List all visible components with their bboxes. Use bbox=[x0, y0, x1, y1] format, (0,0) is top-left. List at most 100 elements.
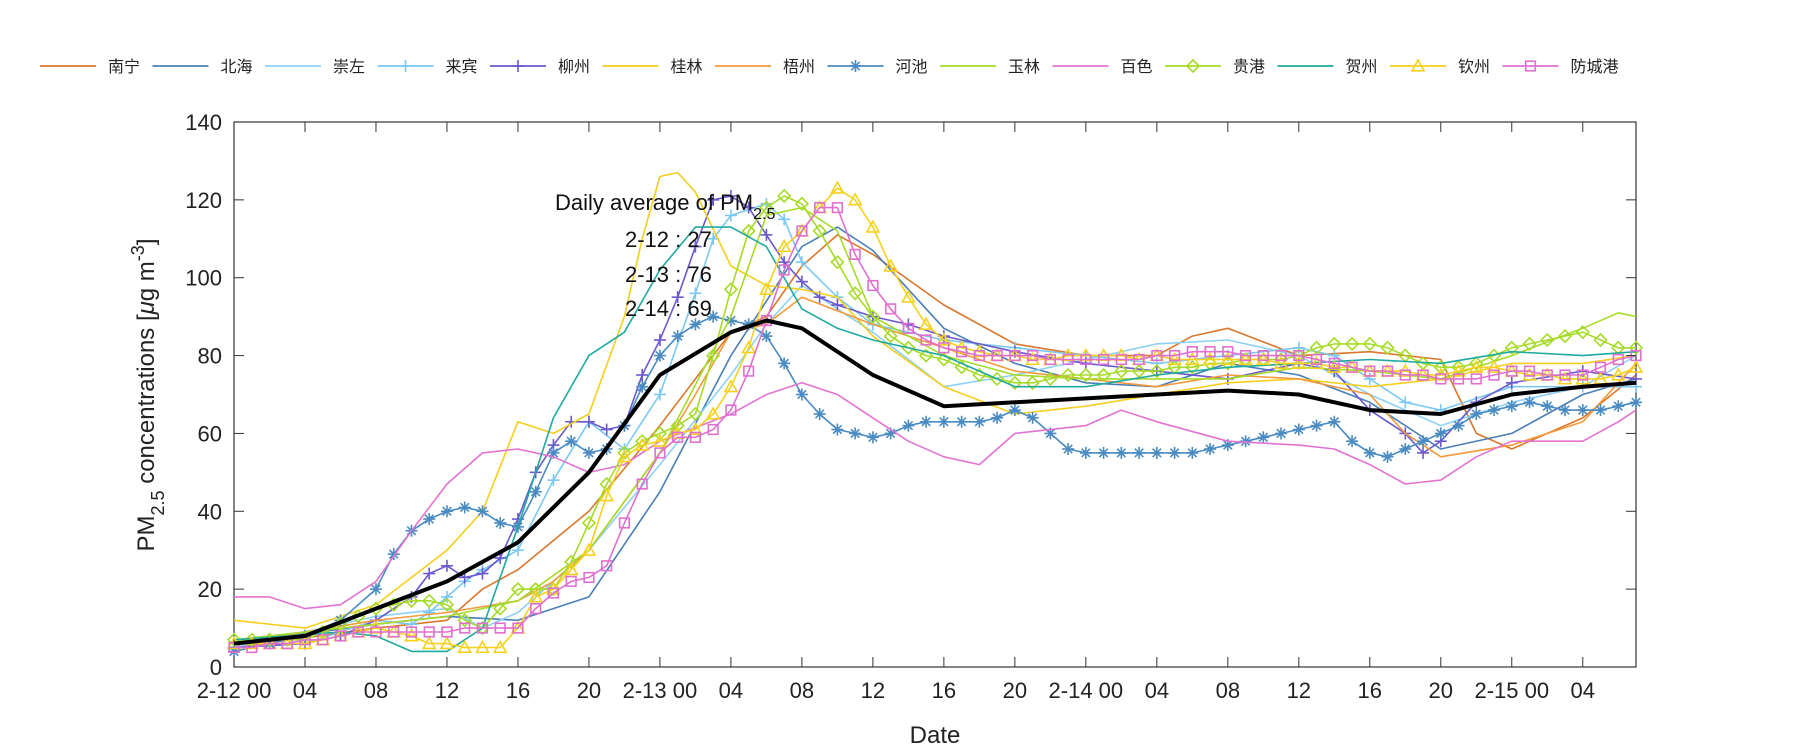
data-point bbox=[1025, 351, 1040, 366]
data-point bbox=[1239, 349, 1252, 362]
data-point bbox=[1310, 353, 1323, 366]
series-line bbox=[234, 206, 1637, 649]
data-point bbox=[1433, 360, 1448, 375]
data-point bbox=[1575, 325, 1590, 340]
data-point bbox=[1275, 427, 1288, 440]
data-point bbox=[1628, 359, 1644, 373]
data-point bbox=[902, 322, 914, 334]
data-point bbox=[707, 310, 720, 323]
data-point bbox=[795, 275, 808, 288]
y-tick-label: 120 bbox=[185, 188, 222, 213]
data-point bbox=[494, 516, 507, 529]
data-point bbox=[297, 635, 313, 650]
data-point bbox=[1452, 419, 1465, 432]
data-point bbox=[1027, 349, 1039, 362]
data-point bbox=[814, 202, 826, 214]
data-point bbox=[582, 415, 595, 428]
data-point bbox=[1380, 340, 1395, 355]
x-tick-label: 08 bbox=[790, 678, 814, 703]
data-point bbox=[1220, 351, 1236, 366]
data-point bbox=[423, 606, 436, 619]
data-point bbox=[918, 348, 934, 363]
data-point bbox=[723, 282, 739, 297]
data-point bbox=[795, 388, 808, 401]
x-tick-label: 08 bbox=[364, 678, 388, 703]
data-point bbox=[529, 485, 542, 498]
data-point bbox=[528, 589, 544, 603]
data-point bbox=[1008, 404, 1021, 417]
legend-label: 贵港 bbox=[1233, 57, 1265, 76]
legend-label: 防城港 bbox=[1571, 57, 1619, 76]
data-point bbox=[440, 590, 453, 603]
data-point bbox=[600, 423, 613, 436]
data-point bbox=[1381, 365, 1394, 377]
data-point bbox=[1167, 351, 1182, 366]
data-point bbox=[1238, 351, 1253, 366]
data-point bbox=[459, 622, 471, 634]
legend-entry: 钦州 bbox=[1390, 57, 1490, 76]
annotation-title: Daily average of PM2.5 bbox=[555, 190, 775, 223]
data-point bbox=[973, 349, 985, 362]
data-point bbox=[1417, 369, 1429, 381]
data-point bbox=[1486, 359, 1502, 373]
data-point bbox=[1078, 367, 1093, 383]
data-point bbox=[457, 613, 472, 628]
legend-entry: 玉林 bbox=[940, 57, 1040, 76]
data-point bbox=[1364, 365, 1376, 377]
daily-average-annotation: Daily average of PM2.5 2-12 : 27 2-13 : … bbox=[555, 190, 775, 321]
data-point bbox=[991, 411, 1004, 424]
data-point bbox=[1079, 446, 1092, 459]
data-point bbox=[724, 189, 737, 202]
legend-entry: 崇左 bbox=[265, 57, 365, 76]
legend-entry: 北海 bbox=[152, 57, 253, 76]
data-point bbox=[617, 449, 632, 463]
data-point bbox=[399, 60, 412, 72]
data-point bbox=[422, 593, 437, 608]
data-point bbox=[1470, 373, 1482, 385]
series-百色 bbox=[234, 382, 1637, 610]
data-point bbox=[475, 639, 490, 654]
legend-entry: 来宾 bbox=[377, 57, 478, 76]
data-point bbox=[707, 193, 720, 206]
data-point bbox=[1594, 404, 1607, 417]
data-point bbox=[866, 431, 879, 444]
data-point bbox=[1399, 396, 1412, 409]
data-point bbox=[849, 60, 862, 72]
data-point bbox=[776, 238, 792, 253]
data-point bbox=[671, 330, 684, 343]
data-point bbox=[511, 544, 524, 557]
data-point bbox=[457, 639, 473, 654]
data-point bbox=[581, 515, 597, 531]
data-point bbox=[1291, 355, 1307, 369]
data-point bbox=[636, 478, 648, 490]
data-point bbox=[1310, 419, 1323, 432]
data-point bbox=[1381, 450, 1394, 463]
data-point bbox=[1149, 364, 1164, 379]
data-point bbox=[1080, 353, 1092, 366]
x-tick-label: 04 bbox=[1145, 678, 1169, 703]
legend-label: 桂林 bbox=[671, 57, 703, 76]
data-point bbox=[352, 626, 364, 638]
data-point bbox=[796, 225, 808, 237]
legend-entry: 河池 bbox=[827, 57, 928, 76]
data-point bbox=[1523, 396, 1536, 409]
y-axis-title: PM2.5 concentrations [μg m-3] bbox=[128, 239, 168, 552]
data-point bbox=[794, 196, 810, 211]
data-point bbox=[1222, 346, 1234, 358]
data-point bbox=[1612, 353, 1624, 366]
data-point bbox=[1557, 328, 1573, 344]
data-point bbox=[1410, 58, 1426, 72]
data-point bbox=[1097, 353, 1110, 366]
data-point bbox=[670, 418, 685, 433]
y-tick-label: 20 bbox=[198, 577, 222, 602]
data-point bbox=[955, 415, 968, 428]
data-point bbox=[1328, 349, 1341, 362]
data-point bbox=[1025, 375, 1040, 390]
data-point bbox=[1610, 367, 1626, 381]
data-point bbox=[1417, 435, 1430, 448]
data-point bbox=[1488, 404, 1501, 417]
mean-series-line bbox=[233, 318, 1637, 646]
annotation-line-3: 2-14 : 69 bbox=[625, 296, 712, 321]
x-tick-label: 16 bbox=[932, 678, 956, 703]
